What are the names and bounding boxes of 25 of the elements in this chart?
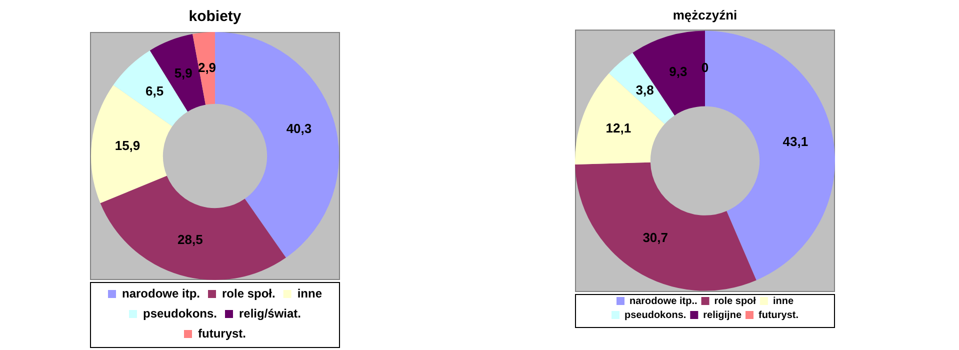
legend-label: religijne [703, 310, 742, 321]
legend-label: futuryst. [198, 326, 246, 340]
data-label: 9,3 [669, 64, 688, 80]
data-label: 6,5 [145, 84, 164, 99]
legend-label: inne [772, 296, 794, 307]
data-label: 3,8 [636, 82, 654, 98]
legend-label: relig/świat. [238, 306, 302, 320]
legend-label: role społ. [222, 286, 276, 300]
legend-label: pseudokons. [142, 306, 217, 320]
data-label: 2,9 [198, 60, 216, 75]
data-label: 28,5 [178, 232, 203, 248]
data-label: 40,3 [286, 121, 312, 136]
legend-label: pseudokons. [624, 310, 686, 321]
data-label: 30,7 [642, 230, 668, 246]
data-label: 5,9 [174, 65, 192, 80]
data-label: 12,1 [606, 120, 632, 136]
legend-label: narodowe itp.. [629, 296, 698, 307]
legend-label: inne [297, 286, 322, 300]
data-label: 15,9 [114, 138, 140, 153]
data-label: 43,1 [782, 134, 808, 149]
legend-label: role społ [714, 296, 756, 307]
chart-title: mężczyźni [672, 7, 738, 22]
legend-label: narodowe itp. [122, 286, 200, 300]
legend-label: futuryst. [758, 310, 799, 321]
chart-title: kobiety [188, 8, 242, 26]
